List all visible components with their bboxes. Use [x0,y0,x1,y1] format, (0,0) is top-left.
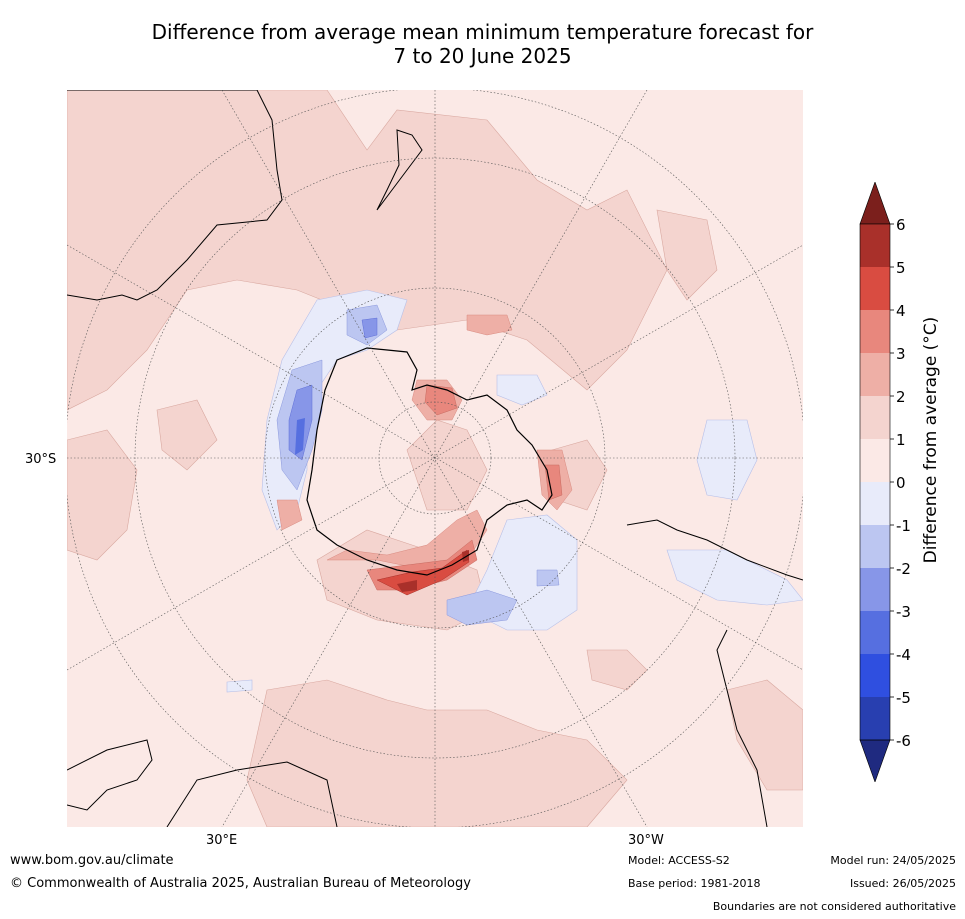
colorbar-svg: 6 5 4 3 2 1 0 -1 -2 -3 -4 -5 -6 [859,181,911,783]
colorbar-tick-label: -6 [896,732,911,750]
title-line-2: 7 to 20 June 2025 [393,44,572,68]
colorbar-bin [860,611,890,654]
colorbar-bin [860,654,890,697]
colorbar-bin [860,697,890,740]
colorbar: 6 5 4 3 2 1 0 -1 -2 -3 -4 -5 -6 [858,181,965,783]
anomaly-warm-extreme [397,550,469,592]
colorbar-tick-label: 2 [896,388,906,406]
colorbar-bin [860,439,890,482]
lat-label-30s: 30°S [25,452,57,467]
lon-label-30w: 30°W [628,833,664,848]
new-zealand-coastline [376,129,423,211]
map-title: Difference from average mean minimum tem… [0,20,965,68]
footer-issued: Issued: 26/05/2025 [849,877,956,890]
colorbar-extend-high [859,181,891,225]
anomaly-warm-weak [67,90,803,827]
colorbar-tick-label: -3 [896,603,911,621]
footer-base-period: Base period: 1981-2018 [628,877,761,890]
colorbar-bin [860,396,890,439]
south-america-coastline [626,519,803,827]
anomaly-cool-very-strong [295,418,305,455]
polar-map [67,90,803,827]
title-line-1: Difference from average mean minimum tem… [151,20,814,44]
colorbar-tick-label: 5 [896,259,906,277]
lon-label-30e: 30°E [206,833,238,848]
africa-coastline [67,739,338,827]
colorbar-tick-label: -1 [896,517,911,535]
footer-website: www.bom.gov.au/climate [10,853,174,868]
colorbar-tick-label: 4 [896,302,906,320]
colorbar-tick-label: -2 [896,560,911,578]
colorbar-bin [860,310,890,353]
colorbar-bin [860,525,890,568]
colorbar-title-wrap: Difference from average (°C) [918,260,944,620]
colorbar-tick-label: 6 [896,216,906,234]
colorbar-tick-label: 1 [896,431,906,449]
colorbar-title: Difference from average (°C) [921,316,941,564]
colorbar-bin [860,224,890,267]
antarctica-coastline [306,347,553,576]
footer-model-run: Model run: 24/05/2025 [830,854,956,867]
colorbar-bin [860,568,890,611]
colorbar-bin [860,353,890,396]
footer-copyright: © Commonwealth of Australia 2025, Austra… [10,876,471,891]
footer-disclaimer: Boundaries are not considered authoritat… [712,900,956,913]
footer-model: Model: ACCESS-S2 [628,854,730,867]
colorbar-tick-label: 0 [896,474,906,492]
graticule [67,90,803,827]
colorbar-tick-label: -4 [896,646,911,664]
colorbar-tick-label: -5 [896,689,911,707]
colorbar-bin [860,267,890,310]
map-canvas [67,90,803,827]
australia-coastline [67,90,283,301]
colorbar-extend-low [859,739,891,783]
colorbar-bin [860,482,890,525]
colorbar-tick-label: 3 [896,345,906,363]
